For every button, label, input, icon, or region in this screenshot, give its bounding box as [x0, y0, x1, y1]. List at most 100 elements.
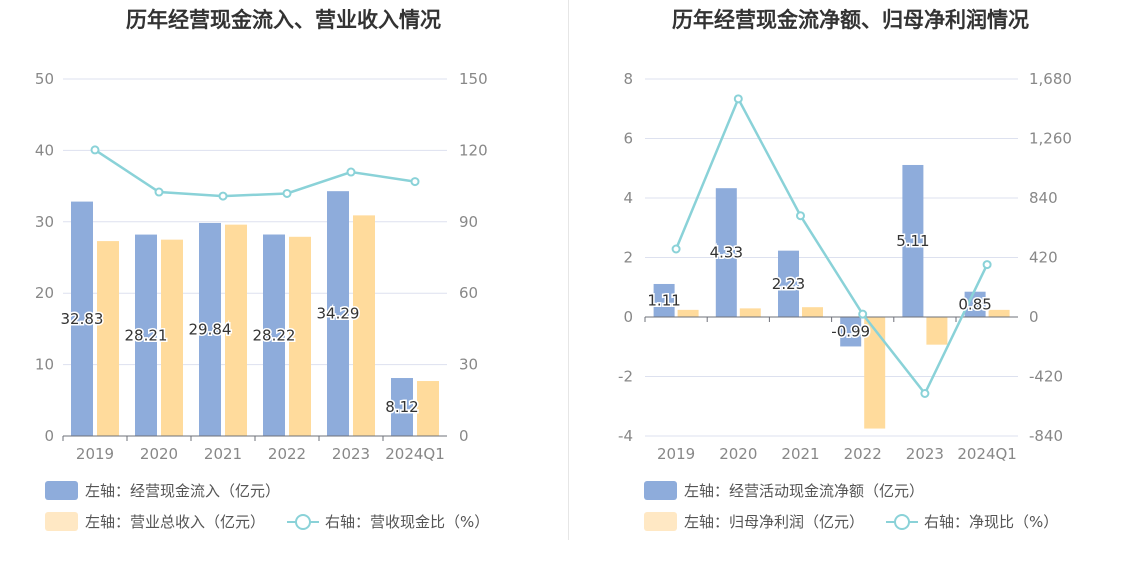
right-axis-tick-label: -840: [1029, 427, 1063, 445]
legend-swatch-cash-inflow[interactable]: [45, 481, 78, 500]
bar-data-label: 0.85: [958, 295, 991, 313]
ratio-point: [671, 244, 681, 254]
x-tick-label: 2021: [781, 445, 819, 463]
x-tick-label: 2023: [332, 445, 370, 463]
bar-secondary: [417, 381, 439, 436]
ratio-point: [982, 260, 992, 270]
left-axis-tick-label: 30: [35, 213, 54, 231]
left-axis-tick-label: 4: [623, 189, 633, 207]
bar-primary: [715, 188, 737, 317]
bar-secondary: [97, 241, 119, 436]
left-axis-tick-label: 8: [623, 70, 633, 88]
x-tick-label: 2022: [844, 445, 882, 463]
chart-panel-cash-inflow: 历年经营现金流入、营业收入情况 0 0 10 30 20 60 30 90 40 120 50 150…: [35, 8, 489, 532]
bar-primary: [71, 201, 93, 436]
left-axis-tick-label: 0: [44, 427, 54, 445]
bar-data-label: -0.99: [831, 323, 870, 341]
legend-row-2: 左轴：营业总收入（亿元） 右轴：营收现金比（%）: [45, 511, 489, 532]
bar-primary: [840, 317, 862, 347]
bar-data-label: 28.22: [253, 326, 296, 344]
x-tick-label: 2019: [76, 445, 114, 463]
bar-secondary: [161, 239, 183, 436]
bar-data-label: 4.33: [710, 244, 743, 262]
ratio-point: [90, 145, 100, 155]
ratio-line: [94, 148, 416, 198]
ratio-point: [410, 177, 420, 187]
x-tick-label: 2024Q1: [385, 445, 445, 463]
x-tick-label: 2022: [268, 445, 306, 463]
bar-primary: [391, 378, 413, 436]
x-tick-label: 2019: [657, 445, 695, 463]
ratio-point: [346, 167, 356, 177]
bar-data-label: 34.29: [317, 305, 360, 323]
ratio-point: [733, 94, 743, 104]
left-axis-tick-label: 20: [35, 284, 54, 302]
left-axis-tick-label: 6: [623, 130, 633, 148]
bar-primary: [135, 234, 157, 436]
bar-data-label: 8.12: [385, 398, 418, 416]
cash-inflow-revenue-chart: 0 0 10 30 20 60 30 90 40 120 50 150 2019 2020 2021 2022…: [35, 70, 488, 463]
right-axis-tick-label: 120: [459, 141, 488, 159]
bar-secondary: [926, 317, 948, 345]
bar-secondary: [864, 317, 886, 429]
panel-divider: [568, 0, 569, 540]
legend-row-1: 左轴：经营活动现金流净额（亿元）: [644, 480, 924, 501]
x-tick-label: 2021: [204, 445, 242, 463]
right-axis-tick-label: 30: [459, 356, 478, 374]
bar-secondary: [802, 307, 823, 317]
legend-line-icon-net-cash-ratio[interactable]: [886, 512, 919, 532]
left-axis-tick-label: 40: [35, 141, 54, 159]
left-axis-tick-label: 2: [623, 249, 633, 267]
ratio-point: [154, 187, 164, 197]
left-axis-tick-label: -2: [618, 368, 633, 386]
net-cash-profit-chart: -4 -840 -2 -420 0 0 2 420 4 840 6 1,260 8 1,680 2019 20…: [618, 70, 1072, 463]
bar-secondary: [988, 309, 1010, 317]
bar-data-label: 1.11: [647, 291, 680, 309]
bar-data-label: 32.83: [61, 310, 104, 328]
bar-primary: [199, 222, 221, 436]
right-axis-tick-label: 420: [1029, 249, 1058, 267]
bar-secondary: [739, 308, 761, 317]
legend-swatch-revenue[interactable]: [45, 512, 78, 531]
legend-label-revenue[interactable]: 左轴：营业总收入（亿元）: [85, 513, 266, 531]
x-tick-label: 2023: [906, 445, 944, 463]
legend-line-icon-cash-ratio[interactable]: [287, 512, 320, 532]
right-axis-tick-label: -420: [1029, 368, 1063, 386]
right-axis-tick-label: 60: [459, 284, 478, 302]
bar-secondary: [677, 309, 699, 317]
legend-row-2: 左轴：归母净利润（亿元） 右轴：净现比（%）: [644, 511, 1058, 532]
ratio-point: [218, 191, 228, 201]
ratio-point: [858, 309, 868, 319]
right-axis-tick-label: 840: [1029, 189, 1058, 207]
legend-label-net-cash[interactable]: 左轴：经营活动现金流净额（亿元）: [684, 482, 925, 500]
bar-primary: [653, 283, 675, 317]
legend-label-net-profit[interactable]: 左轴：归母净利润（亿元）: [684, 513, 865, 531]
left-axis-tick-label: -4: [618, 427, 633, 445]
legend-label-cash-inflow[interactable]: 左轴：经营现金流入（亿元）: [85, 482, 281, 500]
legend-swatch-net-profit[interactable]: [644, 512, 677, 531]
x-tick-label: 2020: [719, 445, 757, 463]
bar-primary: [778, 250, 799, 317]
bar-secondary: [225, 224, 247, 436]
legend-label-net-cash-ratio[interactable]: 右轴：净现比（%）: [924, 513, 1059, 531]
bar-primary: [902, 164, 924, 317]
legend-swatch-net-cash[interactable]: [644, 481, 677, 500]
legend-row-1: 左轴：经营现金流入（亿元）: [45, 480, 280, 501]
right-axis-tick-label: 1,260: [1029, 130, 1072, 148]
bar-primary: [327, 191, 349, 436]
bar-secondary: [289, 236, 311, 436]
chart-title: 历年经营现金流净额、归母净利润情况: [672, 8, 1029, 32]
left-axis-tick-label: 0: [623, 308, 633, 326]
legend-label-cash-ratio[interactable]: 右轴：营收现金比（%）: [325, 513, 490, 531]
chart-title: 历年经营现金流入、营业收入情况: [126, 8, 441, 32]
ratio-point: [282, 188, 292, 198]
bar-data-label: 28.21: [125, 326, 168, 344]
right-axis-tick-label: 1,680: [1029, 70, 1072, 88]
ratio-point: [796, 211, 805, 221]
bar-primary: [263, 234, 285, 436]
chart-panel-net-cash: 历年经营现金流净额、归母净利润情况 -4 -840 -2 -420 0 0 2 420 4 840…: [567, 0, 1134, 582]
right-axis-tick-label: 150: [459, 70, 488, 88]
left-axis-tick-label: 50: [35, 70, 54, 88]
right-axis-tick-label: 0: [459, 427, 469, 445]
x-tick-label: 2024Q1: [957, 445, 1017, 463]
